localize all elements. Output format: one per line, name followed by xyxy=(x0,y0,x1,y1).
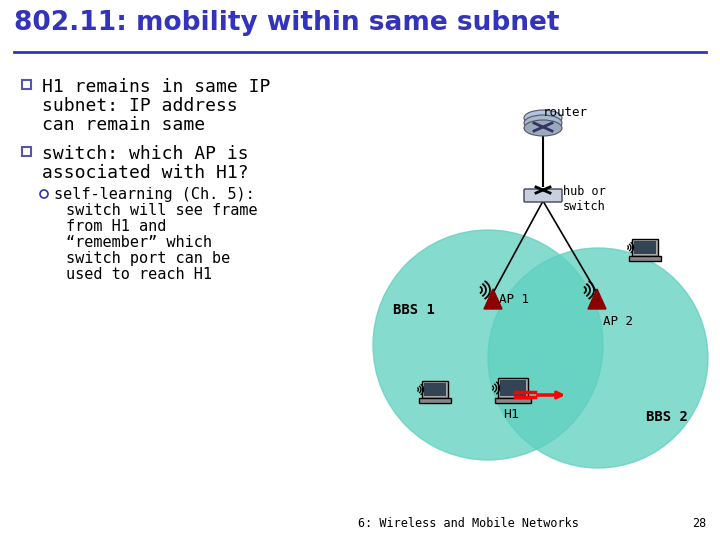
FancyBboxPatch shape xyxy=(498,378,528,398)
FancyBboxPatch shape xyxy=(634,241,656,254)
Circle shape xyxy=(373,230,603,460)
Text: switch port can be: switch port can be xyxy=(66,251,230,266)
Bar xyxy=(22,147,31,156)
Text: BBS 1: BBS 1 xyxy=(393,303,435,317)
Text: switch: which AP is: switch: which AP is xyxy=(42,145,248,163)
Polygon shape xyxy=(588,289,606,309)
Text: 28: 28 xyxy=(692,517,706,530)
Text: hub or
switch: hub or switch xyxy=(563,185,606,213)
FancyBboxPatch shape xyxy=(629,256,661,261)
Text: BBS 2: BBS 2 xyxy=(646,410,688,424)
Text: H1 remains in same IP: H1 remains in same IP xyxy=(42,78,271,96)
Text: router: router xyxy=(542,106,588,119)
Text: AP 2: AP 2 xyxy=(603,315,633,328)
Text: switch will see frame: switch will see frame xyxy=(66,203,258,218)
FancyBboxPatch shape xyxy=(524,189,562,202)
Text: used to reach H1: used to reach H1 xyxy=(66,267,212,282)
Text: from H1 and: from H1 and xyxy=(66,219,166,234)
FancyBboxPatch shape xyxy=(422,381,448,398)
Text: AP 1: AP 1 xyxy=(499,293,529,306)
Text: associated with H1?: associated with H1? xyxy=(42,164,248,182)
Polygon shape xyxy=(484,289,502,309)
Bar xyxy=(22,80,31,89)
FancyBboxPatch shape xyxy=(419,398,451,403)
Text: “remember” which: “remember” which xyxy=(66,235,212,250)
Ellipse shape xyxy=(524,115,562,131)
FancyBboxPatch shape xyxy=(632,239,658,256)
Text: 802.11: mobility within same subnet: 802.11: mobility within same subnet xyxy=(14,10,559,36)
FancyBboxPatch shape xyxy=(500,380,526,396)
Text: subnet: IP address: subnet: IP address xyxy=(42,97,238,115)
Circle shape xyxy=(488,248,708,468)
Ellipse shape xyxy=(524,110,562,126)
Text: self-learning (Ch. 5):: self-learning (Ch. 5): xyxy=(54,187,255,202)
Text: H1: H1 xyxy=(503,408,519,421)
Ellipse shape xyxy=(524,120,562,136)
Text: can remain same: can remain same xyxy=(42,116,205,134)
FancyBboxPatch shape xyxy=(424,383,446,396)
Text: 6: Wireless and Mobile Networks: 6: Wireless and Mobile Networks xyxy=(358,517,579,530)
FancyBboxPatch shape xyxy=(495,398,531,403)
